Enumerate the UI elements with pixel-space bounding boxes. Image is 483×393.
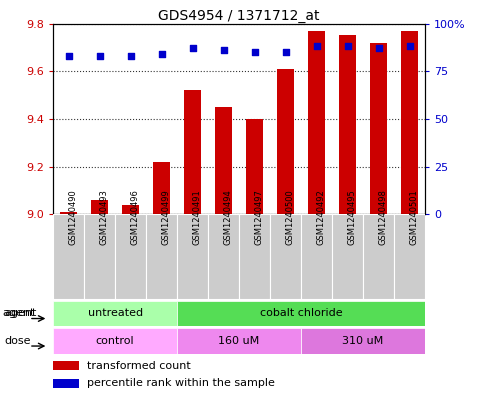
Text: cobalt chloride: cobalt chloride xyxy=(260,309,342,318)
Text: 310 uM: 310 uM xyxy=(342,336,384,346)
Bar xyxy=(339,35,356,214)
Text: GSM1240490: GSM1240490 xyxy=(69,189,78,244)
Point xyxy=(406,43,413,50)
Text: agent: agent xyxy=(2,309,35,318)
Bar xyxy=(370,42,387,214)
Text: GSM1240494: GSM1240494 xyxy=(224,189,233,244)
Text: dose: dose xyxy=(5,336,31,346)
Bar xyxy=(308,31,325,214)
Point xyxy=(344,43,352,50)
Bar xyxy=(401,31,418,214)
Point xyxy=(251,49,258,55)
Text: agent: agent xyxy=(5,309,37,318)
Bar xyxy=(53,361,79,370)
Point xyxy=(96,53,103,59)
Text: GSM1240499: GSM1240499 xyxy=(162,189,170,244)
Bar xyxy=(363,214,394,299)
Bar xyxy=(270,214,301,299)
Text: GSM1240491: GSM1240491 xyxy=(193,189,201,244)
Bar xyxy=(53,214,84,299)
Bar xyxy=(301,328,425,354)
Bar xyxy=(177,214,208,299)
Text: GSM1240498: GSM1240498 xyxy=(379,189,387,245)
Bar xyxy=(153,162,170,214)
Text: GSM1240500: GSM1240500 xyxy=(285,189,295,244)
Text: transformed count: transformed count xyxy=(86,361,190,371)
Bar xyxy=(53,328,177,354)
Text: percentile rank within the sample: percentile rank within the sample xyxy=(86,378,274,388)
Text: GSM1240495: GSM1240495 xyxy=(348,189,356,244)
Bar xyxy=(84,214,115,299)
Text: GSM1240497: GSM1240497 xyxy=(255,189,264,245)
Point xyxy=(127,53,134,59)
Bar xyxy=(115,214,146,299)
Bar xyxy=(146,214,177,299)
Text: GSM1240501: GSM1240501 xyxy=(410,189,419,244)
Point xyxy=(313,43,320,50)
Text: control: control xyxy=(96,336,134,346)
Text: GSM1240493: GSM1240493 xyxy=(99,189,109,245)
Text: untreated: untreated xyxy=(87,309,142,318)
Bar xyxy=(301,214,332,299)
Point xyxy=(282,49,289,55)
Bar xyxy=(53,301,177,326)
Bar xyxy=(60,212,77,214)
Bar xyxy=(53,379,79,387)
Text: GSM1240492: GSM1240492 xyxy=(316,189,326,244)
Bar xyxy=(177,301,425,326)
Bar xyxy=(208,214,239,299)
Text: 160 uM: 160 uM xyxy=(218,336,260,346)
Title: GDS4954 / 1371712_at: GDS4954 / 1371712_at xyxy=(158,9,320,22)
Bar xyxy=(184,90,201,214)
Point xyxy=(220,47,227,53)
Point xyxy=(375,45,383,51)
Bar xyxy=(122,205,139,214)
Bar xyxy=(277,69,294,214)
Bar xyxy=(215,107,232,214)
Point xyxy=(65,53,72,59)
Bar xyxy=(91,200,108,214)
Point xyxy=(158,51,166,57)
Bar xyxy=(239,214,270,299)
Bar xyxy=(394,214,425,299)
Text: GSM1240496: GSM1240496 xyxy=(130,189,140,245)
Bar xyxy=(177,328,301,354)
Point xyxy=(189,45,197,51)
Bar xyxy=(246,119,263,214)
Bar xyxy=(332,214,363,299)
